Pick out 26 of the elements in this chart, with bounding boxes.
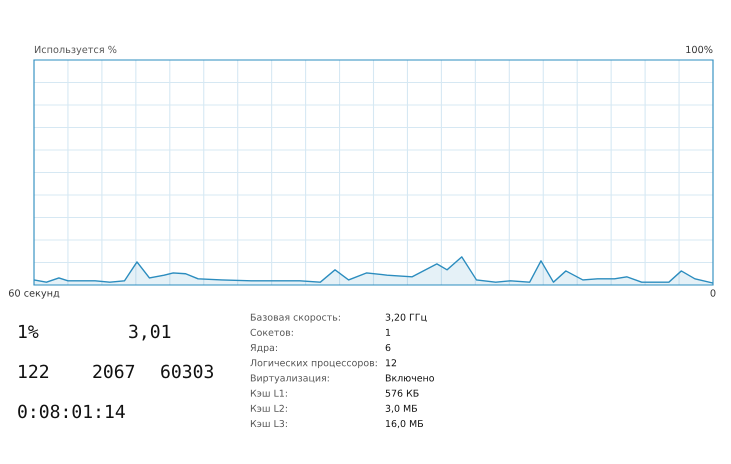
text: Базовая скорость:: [250, 314, 340, 323]
text: 16,0 МБ: [386, 420, 423, 428]
text: Используется %: [34, 46, 116, 56]
text: 0:08:01:14: [18, 404, 125, 418]
text: Виртуализация:: [250, 374, 329, 384]
text: 60303: [161, 364, 213, 378]
text: 1: [386, 328, 390, 336]
x-tick-label: 0: [710, 289, 716, 297]
text: 6: [386, 344, 390, 352]
text: Логических процессоров:: [250, 359, 377, 368]
text: Сокетов:: [250, 328, 293, 336]
x-tick-label: 60 секунд: [8, 289, 60, 299]
text: Кэш L3:: [250, 420, 287, 428]
text: 122: [19, 364, 48, 378]
text: 100%: [686, 46, 712, 54]
text: Включено: [386, 374, 434, 382]
text: Кэш L2:: [250, 404, 287, 412]
text: 3,01: [129, 324, 170, 341]
text: 3,20 ГГц: [386, 314, 427, 322]
text: 3,0 МБ: [386, 404, 417, 413]
text: 2067: [93, 364, 134, 378]
text: 576 КБ: [386, 390, 419, 397]
text: Кэш L1:: [250, 390, 287, 397]
text: 12: [386, 359, 396, 366]
text: 1%: [19, 324, 38, 338]
text: Ядра:: [250, 344, 277, 353]
